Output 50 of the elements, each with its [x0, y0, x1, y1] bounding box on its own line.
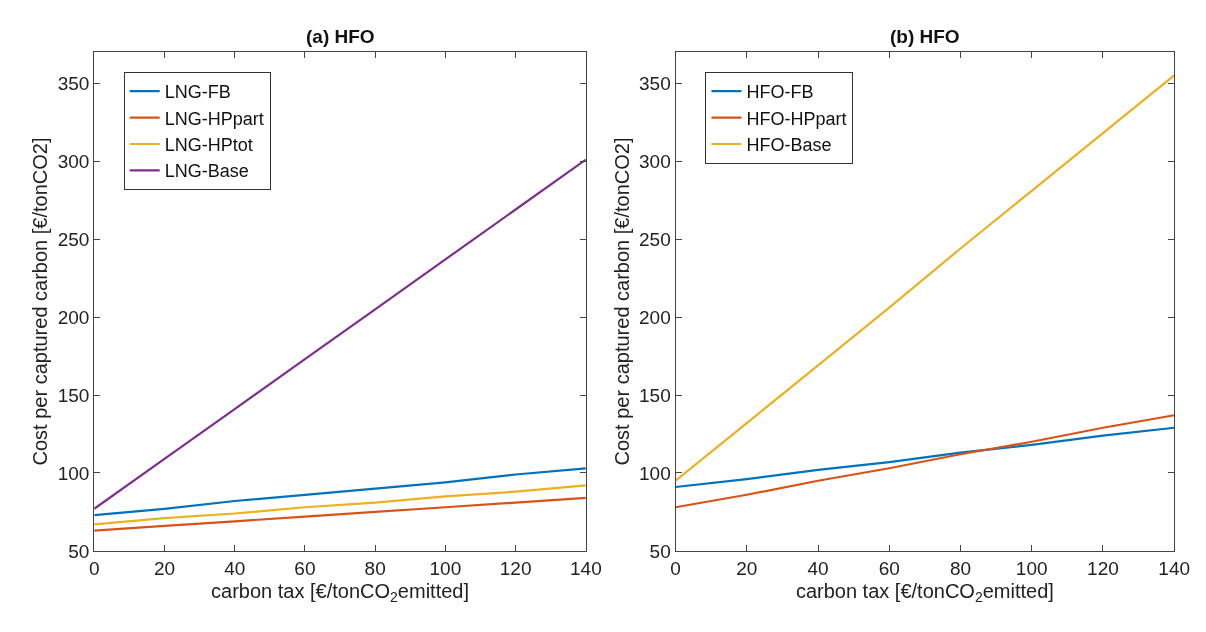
y-tick-label: 100	[57, 462, 90, 484]
legend-label: HFO-FB	[746, 82, 814, 103]
chart-title: (a) HFO	[306, 26, 375, 47]
x-tick-label: 60	[878, 557, 900, 579]
y-tick-label: 150	[57, 384, 90, 406]
legend-label: HFO-Base	[746, 135, 832, 156]
y-tick-label: 50	[68, 540, 90, 562]
y-tick-label: 200	[639, 306, 671, 328]
y-axis-title: Cost per captured carbon [€/tonCO2]	[29, 137, 52, 466]
x-tick-label: 0	[670, 557, 681, 579]
x-tick-label: 80	[364, 557, 386, 579]
x-axis-title: carbon tax [€/tonCO$_{2}$emitted]	[211, 580, 469, 606]
line-series	[94, 484, 586, 526]
legend-label: LNG-Base	[164, 161, 249, 182]
x-tick-label: 100	[1015, 557, 1048, 579]
y-tick-label: 350	[57, 72, 90, 94]
y-tick-label: 100	[639, 462, 671, 484]
y-tick-label: 250	[639, 228, 671, 250]
x-tick-label: 20	[153, 557, 176, 579]
x-tick-label: 140	[570, 557, 602, 579]
line-series	[94, 467, 586, 517]
y-tick-label: 300	[57, 150, 90, 172]
x-tick-label: 100	[429, 557, 462, 579]
y-axis-title: Cost per captured carbon [€/tonCO2]	[610, 137, 633, 466]
legend-label: LNG-HPtot	[164, 135, 253, 156]
x-tick-label: 0	[88, 557, 100, 579]
x-axis-title: carbon tax [€/tonCO$_{2}$emitted]	[795, 580, 1054, 606]
y-tick-label: 250	[57, 228, 90, 250]
x-tick-label: 20	[736, 557, 758, 579]
y-tick-label: 300	[639, 150, 671, 172]
x-tick-label: 120	[1087, 557, 1119, 579]
x-tick-label: 80	[949, 557, 972, 579]
y-tick-label: 200	[57, 306, 90, 328]
y-tick-label: 350	[639, 72, 671, 94]
x-tick-label: 140	[1158, 557, 1191, 579]
line-series	[94, 158, 586, 510]
x-tick-label: 40	[807, 557, 829, 579]
legend-label: LNG-FB	[164, 82, 231, 103]
legend-label: HFO-HPpart	[746, 108, 847, 129]
line-series	[675, 74, 1175, 482]
line-series	[94, 496, 586, 532]
y-tick-label: 150	[639, 384, 671, 406]
line-series	[675, 426, 1175, 489]
chart-title: (b) HFO	[890, 26, 960, 47]
x-tick-label: 40	[224, 557, 246, 579]
x-tick-label: 120	[499, 557, 532, 579]
x-tick-label: 60	[294, 557, 316, 579]
legend-label: LNG-HPpart	[164, 108, 264, 129]
line-series	[675, 414, 1175, 509]
y-tick-label: 50	[649, 540, 671, 562]
